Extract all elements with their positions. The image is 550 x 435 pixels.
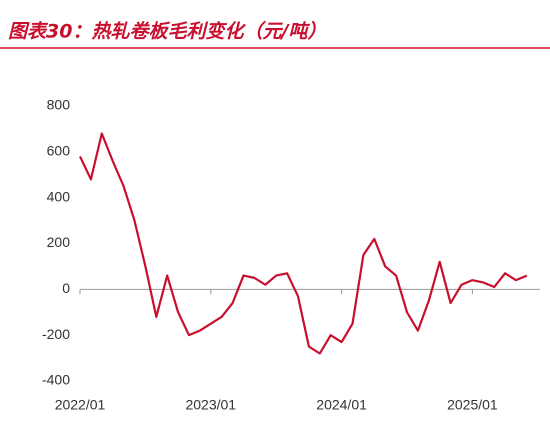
y-tick-label: 800 [47,97,71,113]
line [79,132,528,355]
y-tick-label: -200 [42,326,70,342]
x-tick-label: 2024/01 [316,397,367,413]
y-tick-label: 600 [47,143,71,159]
y-tick-label: 400 [47,188,71,204]
y-tick-label: 200 [47,234,71,250]
x-tick-label: 2022/01 [55,397,106,413]
y-tick-label: 0 [62,280,70,296]
x-tick-label: 2023/01 [185,397,236,413]
x-tick-label: 2025/01 [447,397,498,413]
chart-title: 图表30：热轧卷板毛利变化（元/吨） [8,21,326,43]
y-tick-label: -400 [42,372,70,388]
